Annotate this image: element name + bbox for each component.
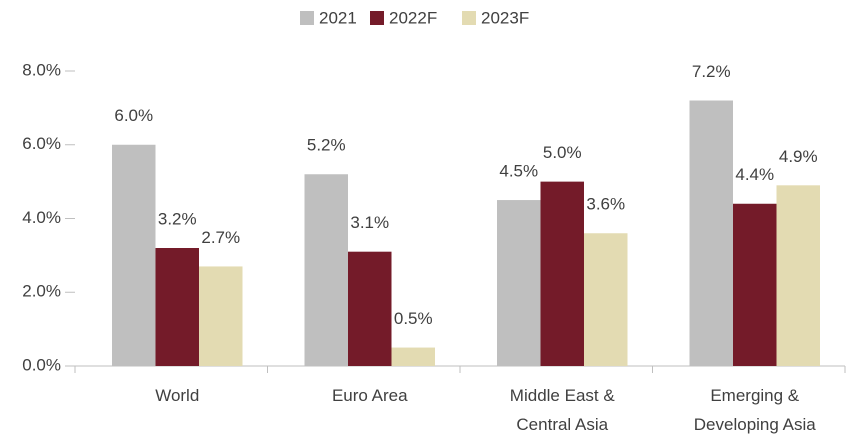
y-tick-label: 4.0% [22,208,61,227]
bar [540,181,584,366]
y-tick-label: 6.0% [22,134,61,153]
bar [199,266,243,366]
data-label: 2.7% [201,228,240,247]
x-tick-label-line: Developing Asia [694,415,816,434]
x-tick-label: Emerging & Developing Asia [694,386,816,434]
legend-label: 2021 [319,8,357,27]
y-tick-label: 8.0% [22,60,61,79]
data-label: 7.2% [692,62,731,81]
x-tick-label: World [155,386,199,405]
bar [348,251,392,366]
data-label: 5.2% [307,136,346,155]
data-label: 3.1% [350,213,389,232]
bar [689,100,733,366]
x-tick-label-line: World [155,386,199,405]
legend-swatch [462,11,476,25]
data-label: 4.5% [499,162,538,181]
bar [776,185,820,366]
x-tick-label-line: Middle East & [510,386,616,405]
data-label: 5.0% [543,143,582,162]
bar [112,144,156,366]
legend-label: 2023F [481,8,529,27]
data-label: 3.6% [586,195,625,214]
data-label: 0.5% [394,309,433,328]
bar [391,347,435,366]
data-label: 4.4% [735,165,774,184]
bar [497,200,541,366]
y-tick-label: 0.0% [22,355,61,374]
y-tick-label: 2.0% [22,282,61,301]
bar [304,174,348,366]
data-label: 6.0% [114,106,153,125]
legend-swatch [370,11,384,25]
bar [584,233,628,366]
data-label: 4.9% [779,147,818,166]
x-tick-label-line: Central Asia [516,415,608,434]
x-tick-label-line: Emerging & [710,386,799,405]
legend-swatch [300,11,314,25]
x-tick-label: Euro Area [332,386,408,405]
data-label: 3.2% [158,209,197,228]
bar [733,203,777,366]
legend-label: 2022F [389,8,437,27]
x-tick-label: Middle East & Central Asia [510,386,616,434]
bar [155,248,199,366]
x-tick-label-line: Euro Area [332,386,408,405]
